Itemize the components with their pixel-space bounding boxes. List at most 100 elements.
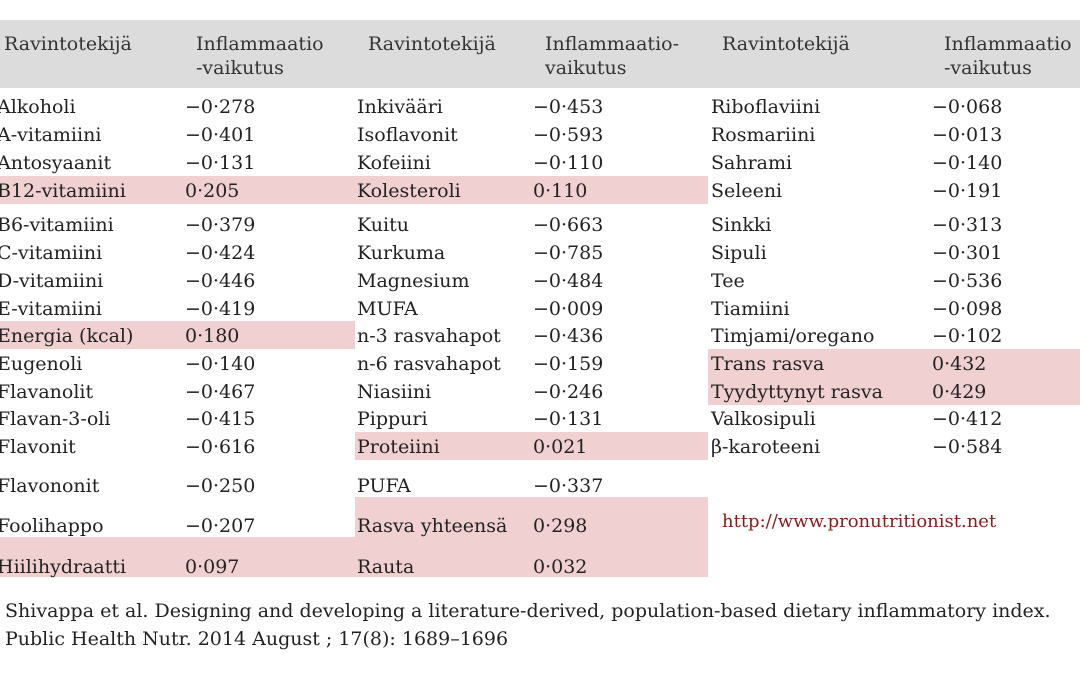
highlight-band <box>355 539 708 577</box>
header-food-1: Ravintotekijä <box>4 33 132 55</box>
table-header <box>0 20 1080 88</box>
inflammation-value: −0·301 <box>932 242 1003 264</box>
inflammation-value: −0·593 <box>533 124 604 146</box>
nutrient-name: Rauta <box>357 556 415 578</box>
inflammation-value: −0·401 <box>185 124 256 146</box>
nutrient-name: Kuitu <box>357 214 409 236</box>
inflammation-value: −0·250 <box>185 475 256 497</box>
inflammation-value: −0·484 <box>533 270 604 292</box>
nutrient-name: MUFA <box>357 298 418 320</box>
nutrient-name: β-karoteeni <box>711 436 821 458</box>
inflammation-value: −0·379 <box>185 214 256 236</box>
nutrient-name: A-vitamiini <box>0 124 102 146</box>
nutrient-name: Riboflaviini <box>711 96 821 118</box>
nutrient-name: Kurkuma <box>357 242 446 264</box>
inflammation-value: −0·131 <box>185 152 256 174</box>
nutrient-name: Inkivääri <box>357 96 443 118</box>
nutrient-name: D-vitamiini <box>0 270 104 292</box>
citation: Shivappa et al. Designing and developing… <box>5 600 1051 650</box>
inflammation-value: −0·131 <box>533 408 604 430</box>
highlight-band <box>355 176 708 204</box>
nutrient-name: Kofeiini <box>357 152 431 174</box>
nutrient-name: Alkoholi <box>0 96 76 118</box>
inflammation-value: −0·068 <box>932 96 1003 118</box>
nutrient-name: Foolihappo <box>0 515 104 537</box>
inflammation-value: −0·191 <box>932 180 1003 202</box>
nutrient-name: E-vitamiini <box>0 298 102 320</box>
inflammation-value: −0·140 <box>185 353 256 375</box>
nutrient-name: B12-vitamiini <box>0 180 126 202</box>
nutrient-name: Kolesteroli <box>357 180 461 202</box>
inflammation-value: −0·453 <box>533 96 604 118</box>
inflammation-value: 0·021 <box>533 436 588 458</box>
nutrient-name: C-vitamiini <box>0 242 103 264</box>
inflammation-value: 0·032 <box>533 556 588 578</box>
inflammation-value: −0·207 <box>185 515 256 537</box>
highlight-band <box>355 497 708 539</box>
inflammation-value: −0·337 <box>533 475 604 497</box>
nutrient-name: Tyydyttynyt rasva <box>711 381 883 403</box>
inflammation-value: −0·098 <box>932 298 1003 320</box>
nutrient-name: Eugenoli <box>0 353 83 375</box>
nutrient-name: Pippuri <box>357 408 428 430</box>
inflammation-value: −0·013 <box>932 124 1003 146</box>
inflammation-value: −0·110 <box>533 152 604 174</box>
inflammation-value: −0·584 <box>932 436 1003 458</box>
inflammation-value: −0·663 <box>533 214 604 236</box>
highlight-band <box>0 537 355 577</box>
nutrient-name: Sipuli <box>711 242 767 264</box>
inflammation-value: −0·467 <box>185 381 256 403</box>
nutrient-name: Energia (kcal) <box>0 325 134 347</box>
inflammation-value: −0·415 <box>185 408 256 430</box>
nutrient-name: B6-vitamiini <box>0 214 114 236</box>
nutrient-name: Sinkki <box>711 214 772 236</box>
inflammation-value: −0·419 <box>185 298 256 320</box>
header-food-3: Ravintotekijä <box>722 33 850 55</box>
header-effect-3: Inflammaatio -vaikutus <box>944 33 1072 79</box>
header-effect-2: Inflammaatio- vaikutus <box>545 33 680 79</box>
inflammation-value: 0·110 <box>533 180 588 202</box>
inflammation-value: −0·412 <box>932 408 1003 430</box>
inflammation-value: −0·009 <box>533 298 604 320</box>
nutrient-name: Timjami/oregano <box>711 325 875 347</box>
nutrient-name: Rasva yhteensä <box>357 515 508 537</box>
nutrient-name: Valkosipuli <box>711 408 816 430</box>
nutrient-name: Flavanolit <box>0 381 94 403</box>
header-food-2: Ravintotekijä <box>368 33 496 55</box>
inflammation-value: −0·140 <box>932 152 1003 174</box>
inflammation-value: 0·429 <box>932 381 987 403</box>
inflammation-value: 0·205 <box>185 180 240 202</box>
inflammation-value: −0·616 <box>185 436 256 458</box>
inflammation-value: −0·313 <box>932 214 1003 236</box>
nutrient-name: Tiamiini <box>711 298 790 320</box>
nutrient-name: Sahrami <box>711 152 793 174</box>
nutrient-name: Niasiini <box>357 381 432 403</box>
inflammation-value: −0·424 <box>185 242 256 264</box>
nutrient-name: Proteiini <box>357 436 440 458</box>
nutrient-name: Antosyaanit <box>0 152 112 174</box>
nutrient-name: Flavan-3-oli <box>0 408 111 430</box>
inflammation-value: 0·298 <box>533 515 588 537</box>
inflammation-value: 0·097 <box>185 556 240 578</box>
inflammation-value: −0·436 <box>533 325 604 347</box>
inflammation-value: −0·278 <box>185 96 256 118</box>
inflammation-value: −0·102 <box>932 325 1003 347</box>
nutrient-name: Tee <box>711 270 745 292</box>
inflammation-value: −0·536 <box>932 270 1003 292</box>
inflammation-value: −0·159 <box>533 353 604 375</box>
highlight-band <box>355 432 708 460</box>
nutrient-name: PUFA <box>357 475 411 497</box>
nutrient-name: Seleeni <box>711 180 783 202</box>
inflammation-value: −0·446 <box>185 270 256 292</box>
highlight-band <box>708 349 1080 377</box>
header-effect-1: Inflammaatio -vaikutus <box>196 33 324 79</box>
nutrient-name: n-6 rasvahapot <box>357 353 501 375</box>
inflammation-value: 0·432 <box>932 353 987 375</box>
inflammation-value: −0·785 <box>533 242 604 264</box>
nutrient-name: n-3 rasvahapot <box>357 325 501 347</box>
nutrient-name: Trans rasva <box>711 353 825 375</box>
nutrient-name: Isoflavonit <box>357 124 458 146</box>
highlight-band <box>0 321 355 349</box>
inflammation-value: −0·246 <box>533 381 604 403</box>
nutrient-name: Flavonit <box>0 436 76 458</box>
